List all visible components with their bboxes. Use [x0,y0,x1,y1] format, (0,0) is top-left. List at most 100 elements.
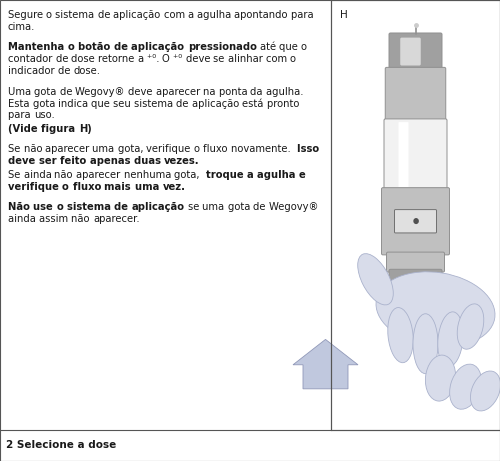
Text: O: O [162,54,173,64]
Text: aparecer: aparecer [76,170,124,180]
FancyBboxPatch shape [384,119,447,190]
Text: Não: Não [8,202,34,212]
Text: a: a [188,10,197,20]
Text: uso.: uso. [34,111,54,120]
Ellipse shape [426,355,456,401]
Text: uma: uma [134,182,162,192]
Text: Se: Se [8,170,24,180]
Text: com: com [266,54,290,64]
Text: pressionado: pressionado [188,42,256,52]
Text: ainda: ainda [8,214,39,224]
Text: Isso: Isso [296,144,322,154]
Ellipse shape [450,364,482,409]
Text: ponta: ponta [218,87,250,96]
Text: a: a [247,170,257,180]
Text: botão: botão [78,42,114,52]
Text: o: o [46,10,56,20]
Text: para: para [8,111,34,120]
Text: de: de [114,42,131,52]
Text: alinhar: alinhar [228,54,266,64]
Text: deve: deve [128,87,156,96]
Text: gota,: gota, [174,170,206,180]
Text: Mantenha: Mantenha [8,42,68,52]
Text: está: está [242,99,267,108]
Text: gota: gota [32,99,58,108]
Ellipse shape [358,254,394,305]
Text: para: para [291,10,317,20]
Text: com: com [164,10,188,20]
Text: Uma: Uma [8,87,34,96]
Text: aplicação: aplicação [132,202,185,212]
Text: da: da [250,87,266,96]
Text: o: o [290,54,299,64]
Text: ⁺⁰.: ⁺⁰. [147,54,162,64]
FancyBboxPatch shape [386,252,444,272]
Text: sistema: sistema [67,202,114,212]
FancyBboxPatch shape [389,269,442,296]
Text: indicador: indicador [8,66,58,76]
Text: Esta: Esta [8,99,32,108]
FancyBboxPatch shape [394,210,436,233]
Text: não: não [72,214,93,224]
Text: verifique: verifique [8,182,62,192]
FancyBboxPatch shape [385,67,446,122]
Text: de: de [58,66,74,76]
Text: apenas: apenas [90,156,134,166]
Bar [331,0,500,430]
Text: mais: mais [104,182,134,192]
Text: contador: contador [8,54,56,64]
Text: que: que [279,42,301,52]
Text: uma: uma [202,202,228,212]
Text: que: que [92,99,114,108]
Text: gota: gota [228,202,254,212]
Text: duas: duas [134,156,164,166]
Text: figura: figura [41,124,79,134]
Ellipse shape [388,307,413,363]
Text: Segure: Segure [8,10,46,20]
FancyBboxPatch shape [382,188,450,255]
Ellipse shape [438,312,463,367]
Text: H): H) [79,124,92,134]
Text: novamente.: novamente. [230,144,296,154]
Text: agulha.: agulha. [266,87,306,96]
Text: cima.: cima. [8,22,36,32]
Text: seu: seu [114,99,134,108]
Text: aplicação: aplicação [131,42,188,52]
Text: de: de [60,87,76,96]
Text: o: o [62,182,72,192]
Text: o: o [56,202,67,212]
Text: não: não [24,144,45,154]
Text: (Vide: (Vide [8,124,41,134]
Text: vez.: vez. [162,182,186,192]
Text: até: até [260,42,279,52]
Text: feito: feito [60,156,90,166]
Text: vezes.: vezes. [164,156,200,166]
Text: aparecer: aparecer [156,87,203,96]
Text: gota: gota [34,87,60,96]
FancyArrow shape [293,339,358,389]
Text: aparecer.: aparecer. [93,214,140,224]
FancyBboxPatch shape [398,122,408,187]
Text: se: se [188,202,202,212]
Ellipse shape [376,272,495,347]
Text: não: não [54,170,76,180]
Ellipse shape [470,371,500,411]
Text: fluxo: fluxo [203,144,230,154]
Text: gota,: gota, [118,144,146,154]
Text: pronto: pronto [267,99,302,108]
FancyBboxPatch shape [389,33,442,70]
FancyBboxPatch shape [410,280,420,292]
Text: dose.: dose. [74,66,101,76]
Text: e: e [299,170,310,180]
Text: deve: deve [186,54,213,64]
Text: indica: indica [58,99,92,108]
Text: deve: deve [8,156,39,166]
Text: apontando: apontando [234,10,291,20]
Text: na: na [203,87,218,96]
Ellipse shape [413,314,438,374]
Text: ⁺⁰: ⁺⁰ [174,54,186,64]
Text: a: a [138,54,147,64]
Text: o: o [194,144,203,154]
Text: se: se [213,54,228,64]
Text: troque: troque [206,170,247,180]
